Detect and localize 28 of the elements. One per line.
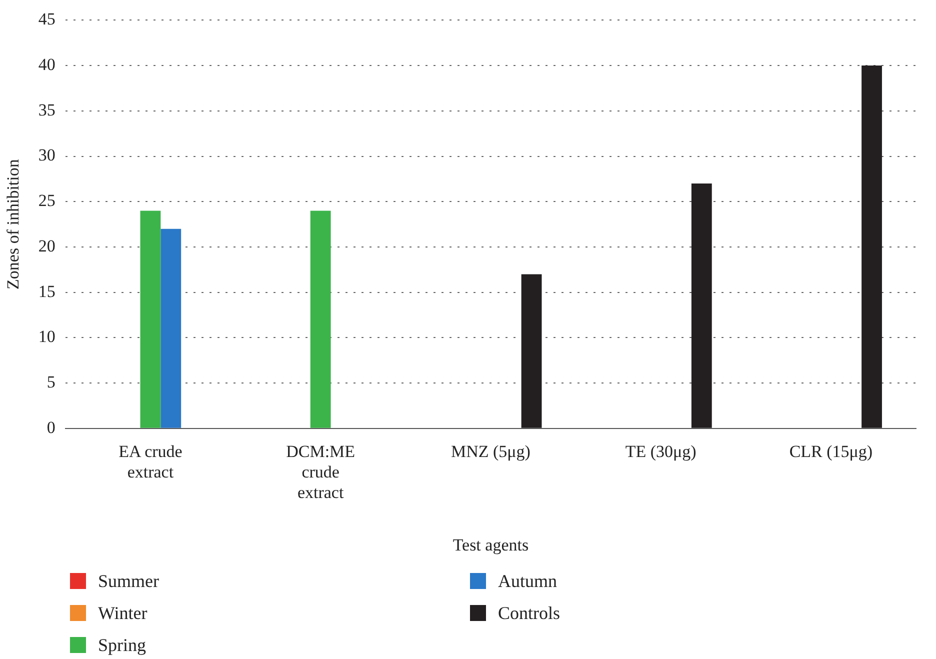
y-tick-label: 10: [38, 327, 56, 346]
bar: [862, 66, 882, 428]
x-tick-label: TE (30μg): [625, 442, 696, 462]
y-tick-label: 20: [38, 236, 56, 256]
y-tick-label: 25: [38, 191, 56, 210]
x-tick-label: EA crude extract: [118, 442, 182, 482]
bar: [160, 228, 182, 428]
legend-label: Controls: [498, 602, 560, 624]
x-tick-label: CLR (15μg): [789, 442, 873, 462]
bar: [521, 274, 542, 428]
bar: [310, 210, 331, 428]
y-tick-label: 35: [38, 100, 56, 120]
y-tick-label: 40: [38, 55, 56, 74]
y-tick-label: 15: [38, 282, 56, 301]
x-tick-label: DCM:ME crude extract: [286, 442, 356, 502]
x-axis-title: Test agents: [452, 535, 529, 554]
legend-label: Spring: [98, 634, 146, 656]
y-tick-label: 30: [38, 146, 56, 165]
y-tick-label: 0: [46, 418, 56, 437]
y-axis-title: Zones of inhibition: [4, 158, 23, 290]
bar: [140, 210, 161, 428]
legend-label: Autumn: [498, 570, 558, 592]
y-tick-label: 45: [38, 10, 56, 29]
legend-label: Winter: [98, 602, 148, 624]
bar: [691, 183, 712, 428]
y-tick-label: 5: [46, 372, 56, 392]
x-tick-label: MNZ (5μg): [450, 442, 530, 462]
legend-label: Summer: [98, 570, 159, 592]
